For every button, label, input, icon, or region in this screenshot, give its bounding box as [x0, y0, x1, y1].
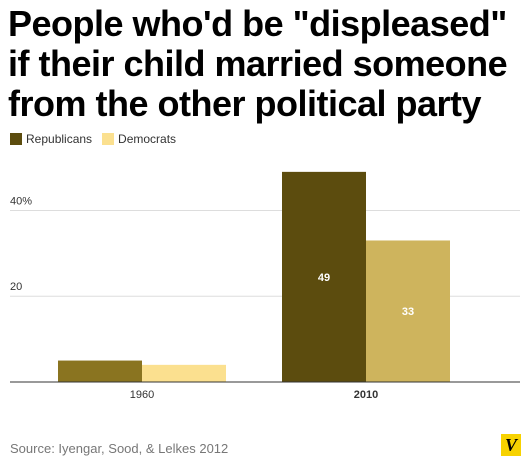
y-tick-label-40: 40% [10, 195, 32, 207]
title-line-2: if their child married someone [8, 43, 508, 84]
chart-title: People who'd be "displeased" if their ch… [8, 4, 520, 124]
vox-logo-icon: V [501, 434, 521, 456]
bar-republicans-1960 [58, 360, 142, 382]
data-label-democrats-2010: 33 [402, 306, 414, 318]
legend-label-republicans: Republicans [26, 132, 93, 146]
legend-swatch-democrats [102, 133, 115, 145]
source-note: Source: Iyengar, Sood, & Lelkes 2012 [10, 441, 229, 456]
bar-democrats-2010 [366, 240, 450, 382]
legend-swatch-republicans [10, 133, 22, 145]
y-tick-label-20: 20 [10, 281, 22, 293]
legend-item-democrats: Democrats [102, 132, 176, 146]
legend-label-democrats: Democrats [118, 132, 177, 146]
legend: Republicans Democrats [10, 132, 176, 146]
data-label-republicans-2010: 49 [318, 272, 330, 284]
title-line-1: People who'd be "displeased" [8, 3, 507, 44]
x-tick-label-2010: 2010 [354, 389, 378, 401]
bar-republicans-2010 [282, 171, 366, 382]
bar-democrats-1960 [142, 364, 226, 382]
vox-logo-letter: V [504, 434, 517, 455]
title-line-3: from the other political party [8, 83, 482, 124]
x-tick-label-1960: 1960 [130, 389, 154, 401]
legend-item-republicans: Republicans [10, 132, 92, 146]
bar-chart: 20 40% 49 33 1960 2010 [10, 171, 520, 401]
